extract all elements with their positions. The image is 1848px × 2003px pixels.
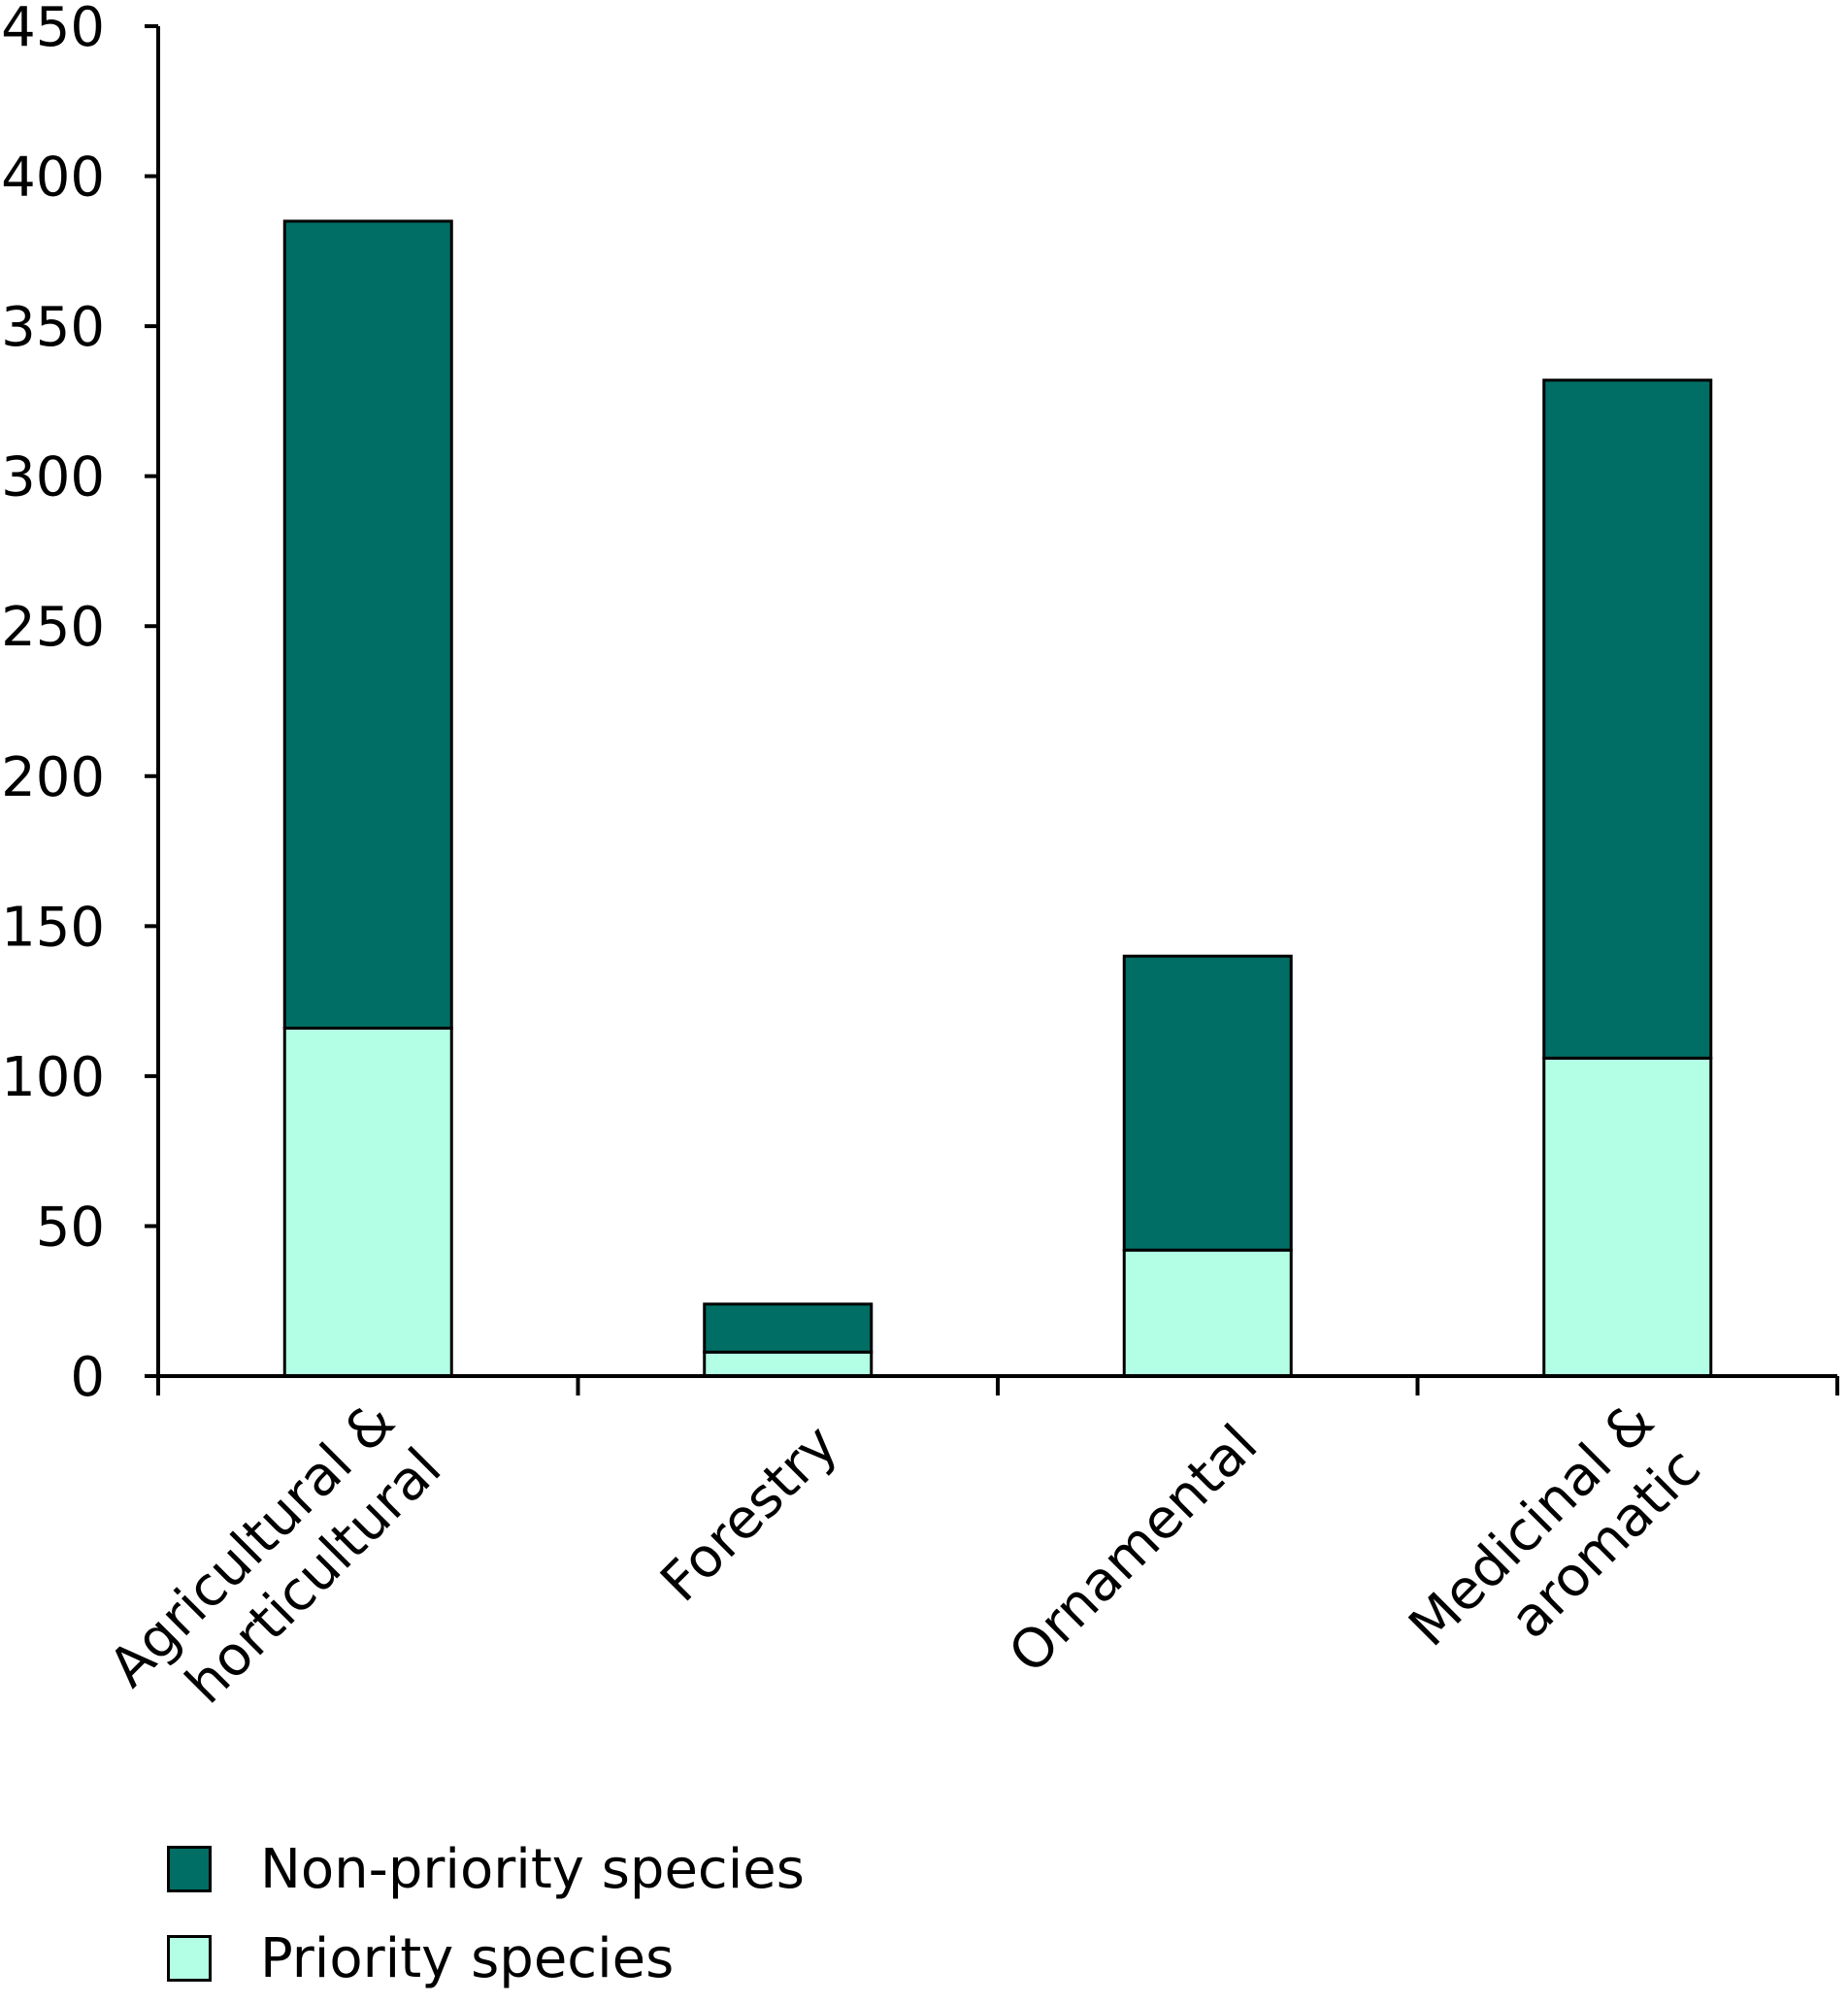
y-ticks-group: 0 50 100 150 200 250 300 350 400 450 bbox=[1, 0, 158, 1409]
y-tick-label: 350 bbox=[1, 296, 105, 359]
legend-item-priority: Priority species bbox=[167, 1914, 805, 2003]
x-category-label-line: Forestry bbox=[649, 1413, 850, 1614]
legend-item-non-priority: Non-priority species bbox=[167, 1824, 805, 1914]
y-tick-label: 50 bbox=[36, 1196, 105, 1259]
legend-label-non-priority: Non-priority species bbox=[260, 1837, 805, 1901]
bar-non-priority-2 bbox=[1122, 954, 1293, 1252]
bar-non-priority-3 bbox=[1542, 378, 1713, 1060]
axes-group bbox=[145, 26, 1839, 1396]
stacked-bar-chart: 0 50 100 150 200 250 300 350 400 450 Agricultural… bbox=[1, 0, 1839, 1716]
y-tick-label: 200 bbox=[1, 746, 105, 809]
bar-priority-3 bbox=[1542, 1056, 1713, 1378]
legend-swatch-non-priority bbox=[167, 1846, 212, 1892]
x-category-label-0: Agricultural &horticultural bbox=[97, 1390, 453, 1716]
y-tick-label: 100 bbox=[1, 1046, 105, 1109]
y-tick-label: 250 bbox=[1, 596, 105, 659]
bars-group bbox=[282, 219, 1713, 1378]
bar-non-priority-0 bbox=[282, 219, 453, 1030]
y-tick-label: 400 bbox=[1, 147, 105, 210]
x-category-label-line: Ornamental bbox=[997, 1413, 1270, 1686]
y-tick-label: 150 bbox=[1, 896, 105, 959]
legend-label-priority: Priority species bbox=[260, 1926, 675, 1990]
x-category-label-1: Forestry bbox=[649, 1413, 850, 1614]
legend: Non-priority species Priority species bbox=[167, 1824, 805, 2003]
x-category-label-3: Medicinal &aromatic bbox=[1398, 1390, 1713, 1658]
x-labels-group: Agricultural &horticultural Forestry Ornam… bbox=[97, 1390, 1713, 1716]
bar-non-priority-1 bbox=[703, 1302, 874, 1354]
legend-swatch-priority bbox=[167, 1935, 212, 1982]
y-tick-label: 300 bbox=[1, 446, 105, 509]
y-tick-label: 0 bbox=[70, 1346, 105, 1409]
bar-priority-0 bbox=[282, 1026, 453, 1378]
x-category-label-2: Ornamental bbox=[997, 1413, 1270, 1686]
y-tick-label: 450 bbox=[1, 0, 105, 59]
bar-priority-1 bbox=[703, 1350, 874, 1378]
bar-priority-2 bbox=[1122, 1248, 1293, 1378]
